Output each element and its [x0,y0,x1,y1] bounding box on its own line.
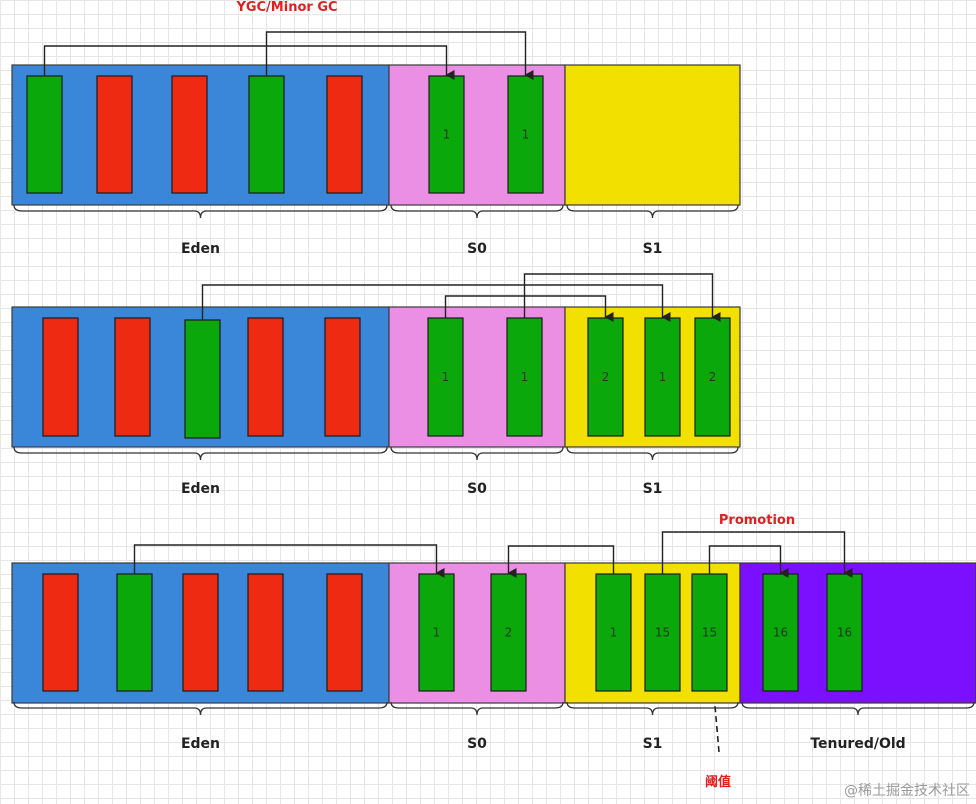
object-age-label-6: 1 [442,370,450,384]
object-age-label-6: 1 [433,626,441,640]
region-eden-label: Eden [181,736,220,752]
live-object-10 [694,317,731,437]
region-eden-label: Eden [181,481,220,497]
live-object-10 [691,573,728,692]
object-age-label-8: 2 [602,370,610,384]
dead-object-1 [42,317,79,437]
move-arrow-2-2 [201,284,671,322]
promotion-label: Promotion [719,513,795,528]
object-age-label-9: 1 [659,370,667,384]
region-eden-brace [13,204,388,219]
move-arrow-3-2 [507,545,615,578]
region-s1-label: S1 [643,481,663,497]
move-arrow-1-1 [43,45,455,80]
dead-object-1 [42,573,79,692]
live-object-2 [116,573,153,692]
region-s0-label: S0 [467,736,487,752]
dead-object-3 [182,573,219,692]
panels-layer: Eden S0 S1 1 1 Eden S0 S1 1 1 2 1 2 Eden S0 S1 Tenured/O… [11,31,976,752]
dead-object-4 [247,317,284,437]
dead-object-5 [326,573,363,692]
region-s1-brace [566,446,739,461]
region-s1-label: S1 [643,736,663,752]
object-age-label-7: 1 [522,128,530,142]
region-s1-area [564,64,741,206]
region-eden-brace [13,701,388,716]
live-object-12 [826,573,863,692]
live-object-8 [595,573,632,692]
live-object-1 [26,75,63,194]
gc-panel-3: Eden S0 S1 Tenured/Old 1 2 1 15 15 16 16 [11,531,976,752]
move-arrow-2-3 [523,273,721,322]
live-object-7 [490,573,527,692]
move-arrow-3-1 [133,544,445,578]
region-s1-label: S1 [643,241,663,257]
region-s0-brace [390,204,564,219]
region-s1-brace [566,204,739,219]
region-s0-brace [390,701,564,716]
dead-object-2 [114,317,151,437]
dead-object-3 [171,75,208,194]
region-eden-brace [13,446,388,461]
region-s0-label: S0 [467,481,487,497]
live-object-3 [184,319,221,439]
object-age-label-12: 16 [837,626,852,640]
gc-panel-1: Eden S0 S1 1 1 [11,31,741,257]
region-tenured-old-label: Tenured/Old [810,736,905,752]
object-age-label-9: 15 [655,626,670,640]
object-age-label-10: 15 [702,626,717,640]
live-object-4 [248,75,285,194]
live-object-6 [418,573,455,692]
object-age-label-7: 2 [505,626,513,640]
dead-object-4 [247,573,284,692]
region-s0-brace [390,446,564,461]
object-age-label-7: 1 [521,370,529,384]
dead-object-5 [324,317,361,437]
region-s0-area [388,562,566,704]
threshold-label: 阈值 [705,774,731,790]
object-age-label-10: 2 [709,370,717,384]
live-object-7 [507,75,544,194]
live-object-11 [762,573,799,692]
move-arrow-3-3 [708,545,789,578]
region-tenured-old-brace [741,701,975,716]
move-arrow-3-4 [661,531,853,578]
ygc-minor-gc-title: YGC/Minor GC [235,0,337,15]
object-age-label-8: 1 [610,626,618,640]
region-s0-label: S0 [467,241,487,257]
gc-panel-2: Eden S0 S1 1 1 2 1 2 [11,273,741,497]
object-age-label-6: 1 [443,128,451,142]
region-s1-brace [566,701,739,716]
live-object-9 [644,573,681,692]
region-eden-label: Eden [181,241,220,257]
watermark-text: @稀土掘金技术社区 [844,783,970,799]
dead-object-2 [96,75,133,194]
move-arrow-2-1 [444,295,614,322]
dead-object-5 [326,75,363,194]
object-age-label-11: 16 [773,626,788,640]
move-arrow-1-2 [265,31,534,80]
